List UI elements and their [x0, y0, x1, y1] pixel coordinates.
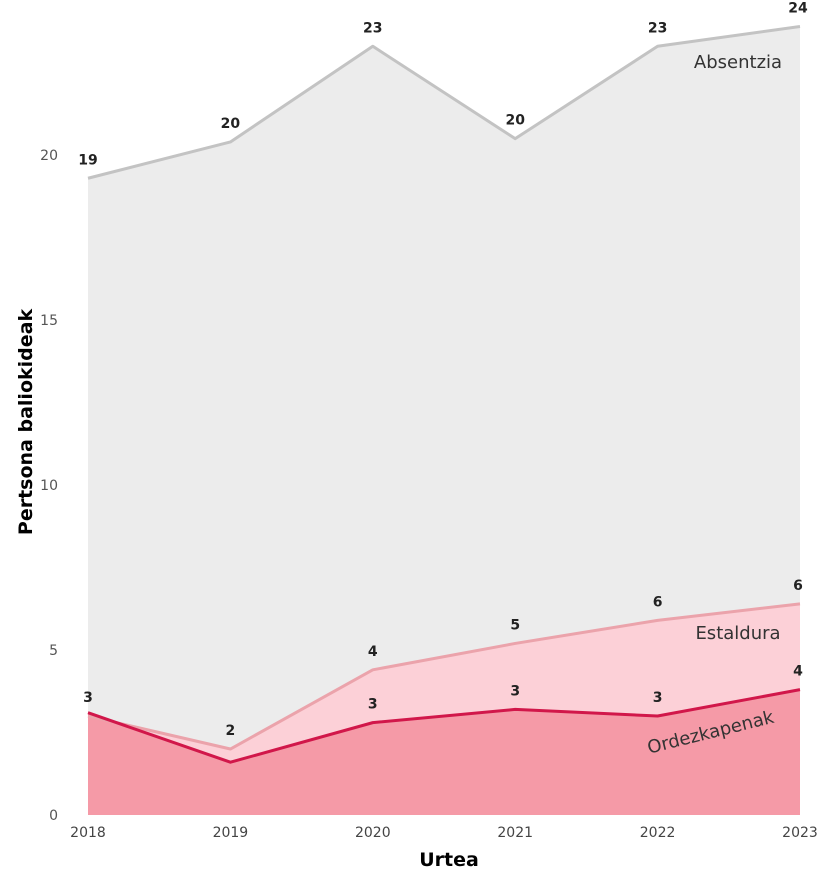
- area-ordezkapenak: [88, 689, 800, 815]
- data-label-estaldura: 4: [368, 644, 378, 660]
- data-label-estaldura: 2: [226, 723, 236, 739]
- data-label-estaldura: 3: [83, 690, 93, 706]
- data-label-absentzia: 20: [505, 113, 525, 129]
- data-label-absentzia: 24: [788, 0, 808, 16]
- data-label-estaldura: 5: [510, 617, 520, 633]
- data-label-ordezkapenak: 3: [653, 690, 663, 706]
- y-tick-label: 15: [40, 313, 58, 329]
- area-layer: [88, 26, 800, 815]
- y-axis-ticks: 0 5 10 15 20: [40, 148, 58, 824]
- x-tick-label: 2021: [497, 825, 533, 841]
- data-label-ordezkapenak: 4: [793, 664, 803, 680]
- data-label-estaldura: 6: [653, 594, 663, 610]
- data-label-absentzia: 23: [363, 20, 382, 36]
- series-label-absentzia: Absentzia: [694, 52, 782, 73]
- data-label-absentzia: 19: [78, 152, 97, 168]
- line-estaldura: [87, 602, 801, 751]
- data-label-absentzia: 23: [648, 20, 667, 36]
- x-axis-title: Urtea: [419, 849, 479, 871]
- data-label-absentzia: 20: [221, 116, 241, 132]
- series-label-estaldura: Estaldura: [695, 623, 780, 644]
- line-absentzia: [87, 25, 801, 180]
- data-label-ordezkapenak: 3: [368, 697, 378, 713]
- y-tick-label: 0: [49, 808, 58, 824]
- area-absentzia: [88, 26, 800, 815]
- y-tick-label: 5: [49, 643, 58, 659]
- y-tick-label: 20: [40, 148, 58, 164]
- y-tick-label: 10: [40, 478, 58, 494]
- data-label-estaldura: 6: [793, 578, 803, 594]
- x-axis-ticks: 2018 2019 2020 2021 2022 2023: [70, 825, 818, 841]
- x-tick-label: 2018: [70, 825, 106, 841]
- x-tick-label: 2019: [213, 825, 249, 841]
- y-axis-title: Pertsona baliokideak: [15, 309, 37, 536]
- data-label-ordezkapenak: 3: [510, 683, 520, 699]
- line-layer: [87, 25, 801, 764]
- x-tick-label: 2022: [640, 825, 676, 841]
- x-tick-label: 2023: [782, 825, 818, 841]
- x-tick-label: 2020: [355, 825, 391, 841]
- line-ordezkapenak: [87, 688, 801, 764]
